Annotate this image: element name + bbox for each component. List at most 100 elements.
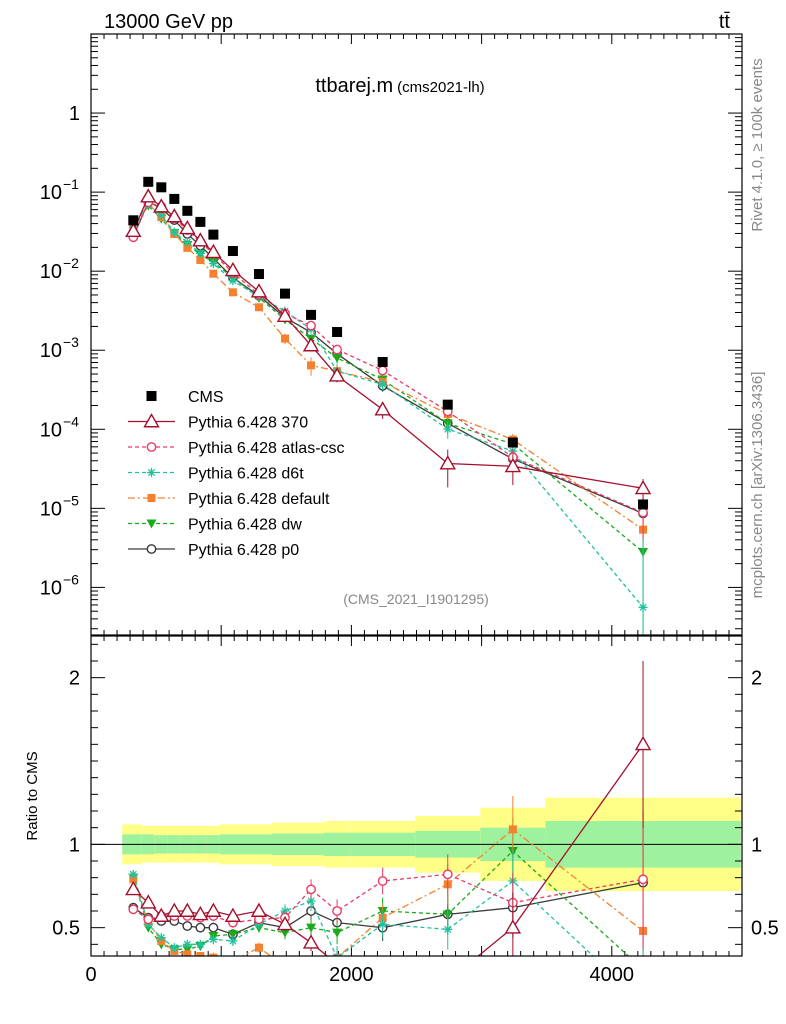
ratio-tick-label-right: 0.5 bbox=[751, 918, 779, 940]
ratio-point bbox=[182, 939, 192, 949]
ratio-point bbox=[279, 928, 290, 938]
series-point bbox=[183, 243, 192, 252]
y-tick-label: 10 bbox=[40, 182, 62, 204]
energy-label: 13000 GeV pp bbox=[104, 11, 233, 33]
legend-label: Pythia 6.428 370 bbox=[188, 415, 308, 432]
data-point-cms bbox=[638, 499, 649, 510]
process-label: tt̄ bbox=[719, 11, 731, 33]
ratio-point bbox=[229, 957, 237, 965]
ratio-point bbox=[639, 998, 648, 1007]
ratio-point bbox=[179, 902, 196, 917]
ratio-point bbox=[281, 962, 289, 970]
legend-marker bbox=[143, 413, 160, 428]
ratio-point bbox=[276, 915, 294, 931]
series-point bbox=[306, 320, 316, 331]
series-main-0 bbox=[125, 188, 652, 502]
data-point-cms bbox=[156, 182, 167, 193]
ratio-point bbox=[638, 874, 648, 885]
y-tick-label: 10 bbox=[40, 577, 62, 599]
ratio-point bbox=[443, 924, 453, 934]
legend-marker bbox=[146, 544, 157, 554]
ratio-point bbox=[192, 905, 209, 921]
series-point bbox=[332, 344, 342, 355]
legend-label: Pythia 6.428 p0 bbox=[188, 542, 299, 559]
ratio-point bbox=[129, 875, 138, 884]
ratio-point bbox=[125, 880, 142, 896]
ratio-point bbox=[208, 922, 219, 933]
series-point bbox=[443, 424, 453, 434]
ratio-point bbox=[143, 919, 153, 929]
data-point-cms bbox=[306, 309, 317, 320]
y-tick-exponent: −5 bbox=[63, 492, 79, 508]
series-point bbox=[374, 401, 391, 416]
ratio-point bbox=[376, 962, 390, 974]
series-point bbox=[125, 222, 142, 238]
series-point bbox=[276, 307, 294, 323]
ratio-tick-label: 2 bbox=[69, 668, 80, 690]
ratio-point bbox=[228, 936, 238, 946]
ratio-point bbox=[209, 953, 218, 956]
data-point-cms bbox=[442, 399, 453, 410]
data-point-cms bbox=[143, 176, 154, 187]
series-point bbox=[179, 219, 196, 235]
series-point bbox=[439, 455, 456, 470]
ratio-line bbox=[132, 743, 644, 956]
series-line bbox=[132, 204, 644, 553]
data-point-cms bbox=[169, 193, 180, 204]
series-main-2 bbox=[128, 199, 648, 635]
ratio-point bbox=[169, 943, 179, 953]
series-point bbox=[638, 602, 648, 612]
y-tick-exponent: −2 bbox=[63, 255, 79, 271]
series-point bbox=[205, 243, 222, 259]
series-main-4 bbox=[128, 201, 649, 635]
data-points bbox=[128, 176, 649, 510]
ratio-point bbox=[224, 907, 242, 922]
x-tick-label: 2000 bbox=[329, 964, 374, 986]
series-point bbox=[504, 457, 522, 473]
legend-label: Pythia 6.428 atlas-csc bbox=[188, 440, 345, 457]
axis-ticks bbox=[90, 33, 743, 956]
legend-label: Pythia 6.428 dw bbox=[188, 517, 302, 534]
y-tick-exponent: −6 bbox=[63, 571, 79, 587]
ratio-point bbox=[182, 921, 193, 931]
series-point bbox=[228, 276, 238, 286]
mcplots-label: mcplots.cern.ch [arXiv:1306.3436] bbox=[749, 372, 766, 599]
series-point bbox=[182, 237, 192, 247]
series-point bbox=[156, 211, 166, 221]
series-point bbox=[209, 269, 218, 278]
ratio-point bbox=[156, 933, 166, 943]
series-point bbox=[254, 303, 263, 312]
data-point-cms bbox=[332, 327, 343, 338]
ratio-point bbox=[333, 953, 341, 956]
ratio-plot-frame bbox=[90, 635, 743, 957]
y-tick-exponent: −3 bbox=[63, 334, 79, 350]
x-tick-label: 0 bbox=[85, 964, 96, 986]
legend-label: Pythia 6.428 default bbox=[188, 491, 330, 508]
chart-title: ttbarej.m (cms2021-lh) bbox=[315, 75, 484, 97]
data-point-cms bbox=[208, 229, 219, 240]
series-main-1 bbox=[128, 197, 648, 539]
ratio-point bbox=[183, 950, 192, 956]
ratio-point bbox=[504, 919, 522, 934]
main-plot-frame bbox=[90, 33, 743, 636]
data-point-cms bbox=[253, 269, 264, 280]
ratio-point bbox=[332, 906, 342, 916]
ratio-tick-label: 0.5 bbox=[52, 918, 80, 940]
ratio-point bbox=[208, 934, 218, 944]
y-tick-exponent: −1 bbox=[63, 176, 79, 192]
mc-series bbox=[125, 188, 652, 1007]
data-point-cms bbox=[377, 356, 388, 367]
ratio-point bbox=[302, 934, 320, 949]
ratio-point bbox=[508, 825, 517, 834]
ratio-point bbox=[306, 923, 317, 933]
series-line bbox=[132, 203, 644, 608]
ratio-point bbox=[166, 902, 183, 917]
y-tick-exponent: −4 bbox=[63, 413, 79, 429]
ratio-point bbox=[153, 907, 170, 922]
legend-marker bbox=[146, 442, 157, 452]
series-point bbox=[307, 361, 316, 370]
ratio-point bbox=[195, 922, 206, 933]
series-point bbox=[634, 479, 652, 495]
